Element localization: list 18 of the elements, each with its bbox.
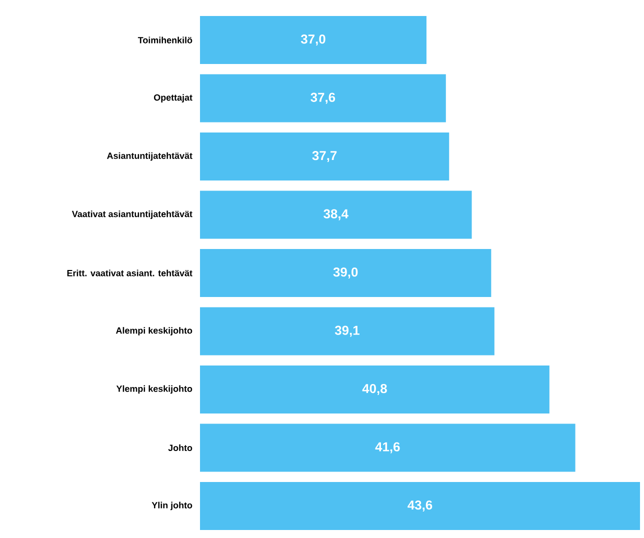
data-label: 38,4 <box>324 209 348 220</box>
y-tick-label: Johto <box>168 444 192 452</box>
y-tick-label: Alempi keskijohto <box>116 327 192 336</box>
data-label: 37,6 <box>310 92 336 104</box>
y-tick-label: Asiantuntijatehtävät <box>107 152 192 161</box>
y-tick-label: Eritt. vaativat asiant. tehtävät <box>67 270 192 276</box>
data-label: 37,7 <box>312 150 337 162</box>
y-tick-label: Opettajat <box>154 94 192 102</box>
y-tick-label: Vaativat asiantuntijatehtävät <box>72 210 192 219</box>
y-tick-label: Ylin johto <box>152 502 192 510</box>
y-tick-label: Toimihenkilö <box>138 36 192 44</box>
data-label: 40,8 <box>362 384 387 396</box>
data-label: 39,1 <box>334 326 360 337</box>
data-label: 39,0 <box>333 267 358 279</box>
data-label: 37,0 <box>300 34 326 46</box>
data-label: 43,6 <box>408 500 432 512</box>
y-tick-label: Ylempi keskijohto <box>116 385 192 394</box>
data-label: 41,6 <box>375 442 400 454</box>
